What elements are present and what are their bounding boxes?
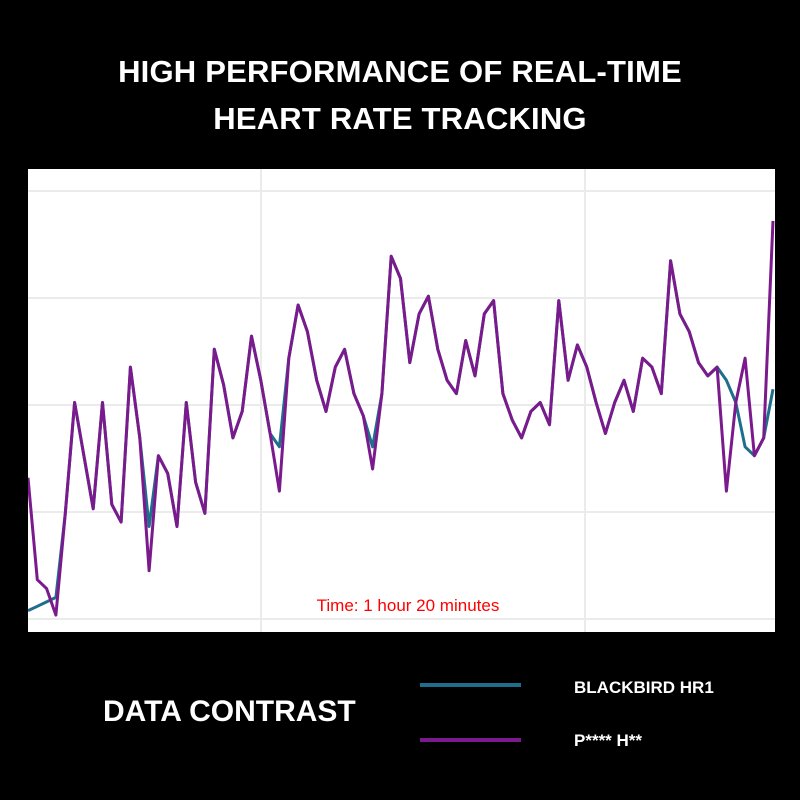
time-annotation: Time: 1 hour 20 minutes (316, 596, 500, 615)
legend-label-competitor: P**** H** (574, 731, 643, 750)
line-chart (28, 169, 775, 632)
series-line-competitor (28, 220, 775, 617)
chart-title-line-1: HIGH PERFORMANCE OF REAL-TIME (118, 54, 682, 89)
legend-swatch-competitor (420, 738, 521, 742)
chart-title-line-2: HEART RATE TRACKING (213, 101, 587, 136)
legend-label-blackbird-hr1: BLACKBIRD HR1 (574, 678, 714, 697)
chart-title: HIGH PERFORMANCE OF REAL-TIME HEART RATE… (0, 48, 800, 142)
legend-swatch-blackbird-hr1 (420, 683, 521, 687)
legend-heading: DATA CONTRAST (103, 695, 356, 728)
plot-area (28, 169, 775, 632)
